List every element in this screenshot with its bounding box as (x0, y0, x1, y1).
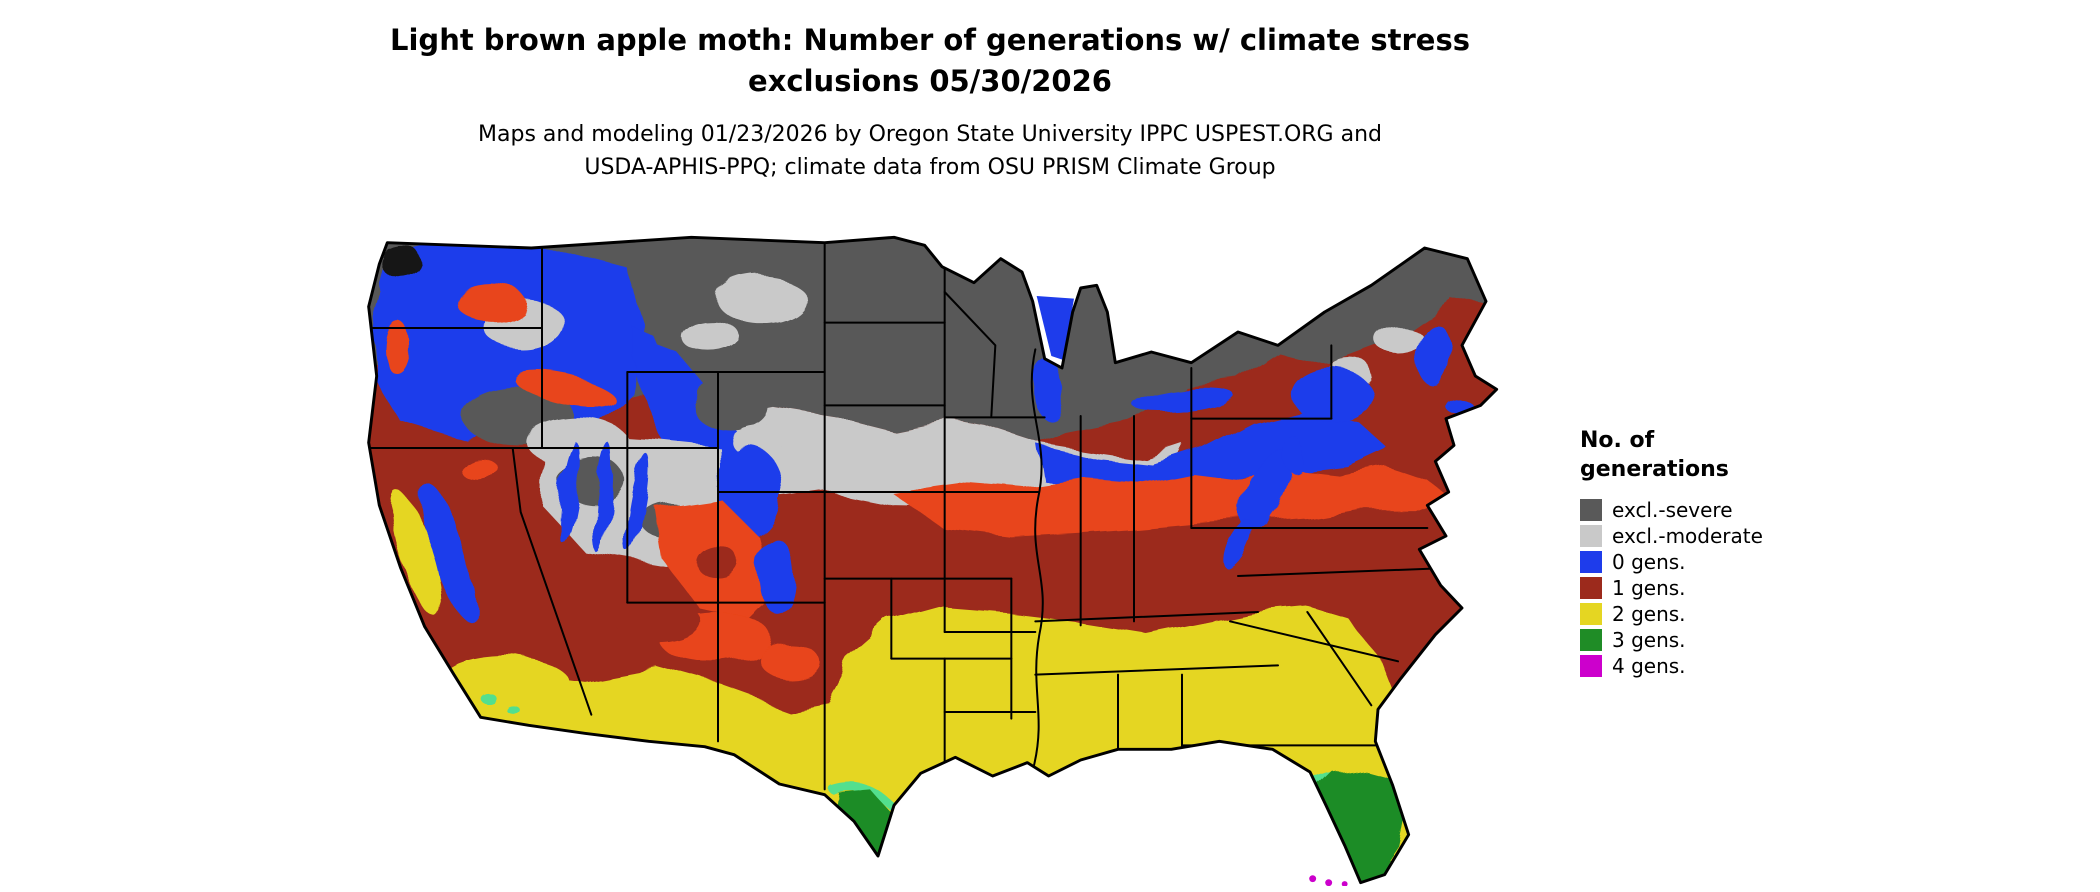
region-nearblack-olympic (379, 245, 422, 278)
legend-swatch (1580, 603, 1602, 625)
legend-title: No. of generations (1580, 426, 1860, 484)
legend-item: 2 gens. (1580, 601, 1860, 627)
region-orange-wtx (758, 641, 817, 676)
us-map (318, 218, 1518, 886)
region-orange-columbia (456, 284, 526, 322)
map-credits-line2: USDA-APHIS-PPQ; climate data from OSU PR… (584, 155, 1276, 180)
figure-header: Light brown apple moth: Number of genera… (0, 20, 1860, 184)
florida-keys-dots (1309, 875, 1348, 886)
map-clipped (368, 237, 1497, 883)
region-3gen-florida (1312, 767, 1409, 883)
legend-title-line2: generations (1580, 457, 1729, 482)
legend-swatch (1580, 499, 1602, 521)
legend-swatch (1580, 629, 1602, 651)
region-moderate-mt2 (683, 322, 742, 355)
region-0gen-nnm (759, 538, 794, 614)
region-lightgreen-sca1 (480, 693, 497, 704)
region-orange-snake (515, 371, 615, 408)
region-orange-willamette (382, 318, 409, 372)
legend-label: excl.-severe (1612, 498, 1733, 522)
region-orange-neca (456, 453, 494, 478)
legend-item: 0 gens. (1580, 549, 1860, 575)
map-title-line2: exclusions 05/30/2026 (748, 64, 1112, 98)
legend-swatch (1580, 655, 1602, 677)
legend-swatch (1580, 525, 1602, 547)
legend-swatch (1580, 577, 1602, 599)
region-moderate-mt1 (716, 274, 805, 323)
region-2gen-sca (440, 656, 569, 710)
region-excl-moderate-ne1 (1376, 326, 1425, 356)
keys-dot (1309, 875, 1317, 883)
legend-label: 0 gens. (1612, 550, 1686, 574)
region-lightgreen-tx-fringe (828, 782, 898, 812)
legend: No. of generations excl.-severe excl.-mod… (1580, 426, 1860, 679)
map-credits-line1: Maps and modeling 01/23/2026 by Oregon S… (478, 122, 1382, 147)
legend-item: 3 gens. (1580, 627, 1860, 653)
region-0gen-sierra (418, 479, 474, 620)
region-0gen-newengland (1418, 324, 1453, 388)
legend-label: 1 gens. (1612, 576, 1686, 600)
map-regions (368, 237, 1497, 883)
legend-label: 4 gens. (1612, 654, 1686, 678)
map-title-line1: Light brown apple moth: Number of genera… (390, 23, 1470, 57)
lake-michigan (1036, 296, 1074, 360)
region-0gen-appalachia1 (1242, 451, 1292, 533)
map-credits: Maps and modeling 01/23/2026 by Oregon S… (0, 118, 1860, 184)
legend-label: 3 gens. (1612, 628, 1686, 652)
legend-item: excl.-severe (1580, 497, 1860, 523)
region-2gen-centralvalley (391, 491, 443, 619)
us-outline (367, 235, 1499, 885)
legend-label: excl.-moderate (1612, 524, 1763, 548)
region-severe-wy (691, 382, 766, 428)
region-0gen-erie (1131, 386, 1233, 411)
legend-title-line1: No. of (1580, 428, 1655, 453)
us-map-svg (367, 235, 1499, 886)
region-0gen-appalachia3 (1284, 438, 1306, 474)
region-0gen-appalachia2 (1225, 522, 1256, 572)
region-0gen-lakemi (1032, 360, 1065, 419)
region-3gen-southtexas (835, 789, 892, 862)
region-0gen-nvrange1 (558, 441, 580, 543)
state-borders (368, 239, 1450, 791)
map-title: Light brown apple moth: Number of genera… (0, 20, 1860, 102)
keys-dot (1325, 879, 1333, 886)
legend-item: excl.-moderate (1580, 523, 1860, 549)
region-0gen-nvrange3 (627, 455, 652, 556)
region-lightgreen-sca2 (506, 705, 520, 714)
keys-dot (1341, 881, 1348, 886)
legend-item: 4 gens. (1580, 653, 1860, 679)
region-1gen-az-high (615, 600, 701, 643)
region-1gen-warm-band (891, 465, 1445, 538)
legend-items: excl.-severe excl.-moderate 0 gens. 1 gens.… (1580, 497, 1860, 679)
legend-item: 1 gens. (1580, 575, 1860, 601)
legend-swatch (1580, 551, 1602, 573)
legend-label: 2 gens. (1612, 602, 1686, 626)
region-0gen-nvrange2 (593, 442, 613, 555)
region-0gen-ct-coast (1444, 397, 1472, 414)
